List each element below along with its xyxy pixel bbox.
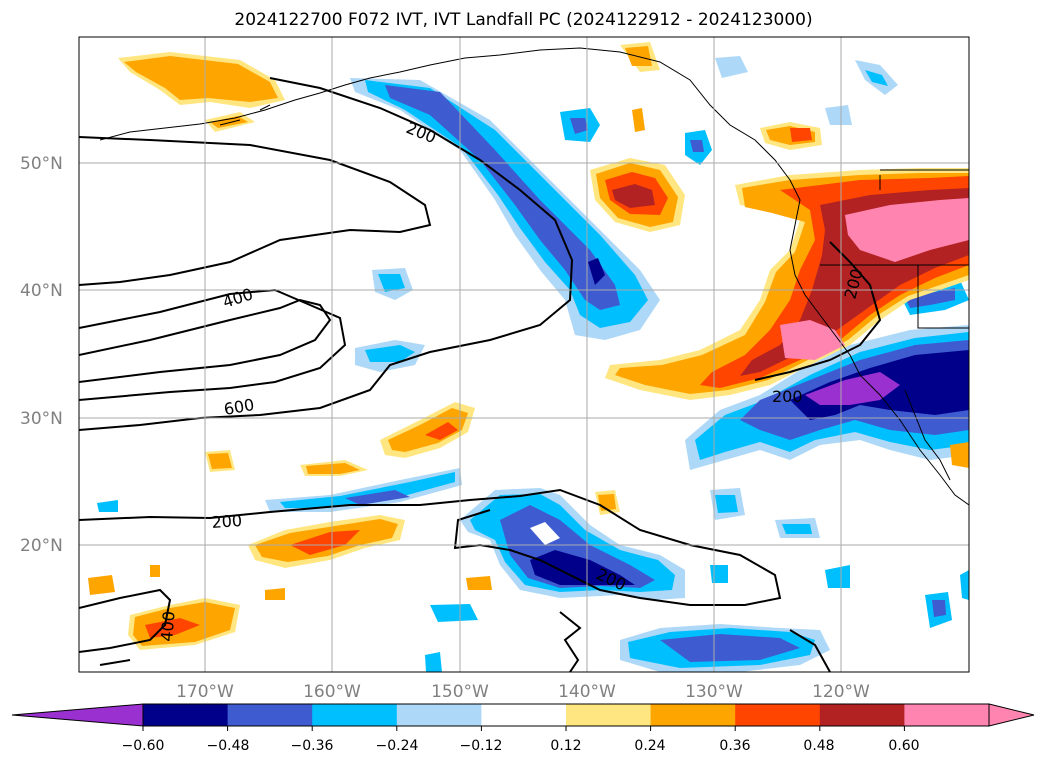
lon-label: 160°W	[303, 682, 361, 702]
colorbar-segment	[481, 704, 567, 726]
colorbar-tick: −0.60	[122, 738, 165, 754]
lat-label: 50°N	[20, 154, 63, 174]
lat-label: 40°N	[20, 281, 63, 301]
colorbar-tick: −0.48	[207, 738, 250, 754]
colorbar-segment	[735, 704, 821, 726]
colorbar-segment	[143, 704, 229, 726]
colorbar-segment	[566, 704, 652, 726]
map-frame	[78, 36, 970, 673]
lat-label: 30°N	[20, 409, 63, 429]
map-panel: 200 400 600 200 200 200 400 200	[79, 37, 969, 672]
ivt-shading	[88, 42, 969, 672]
colorbar-tick: 0.60	[888, 738, 919, 754]
coastlines	[99, 47, 969, 506]
colorbar	[11, 703, 1035, 731]
contour-label: 400	[157, 610, 179, 642]
colorbar-segment	[312, 704, 398, 726]
colorbar-tick: 0.24	[634, 738, 665, 754]
colorbar-segment	[396, 704, 482, 726]
lon-label: 130°W	[685, 682, 743, 702]
colorbar-tick: −0.12	[460, 738, 503, 754]
colorbar-extend-left	[11, 703, 144, 727]
colorbar-segment	[650, 704, 736, 726]
graticule	[79, 37, 969, 672]
ivt-contours	[79, 77, 882, 672]
contour-label: 200	[211, 511, 243, 532]
lat-label: 20°N	[20, 536, 63, 556]
colorbar-segment	[227, 704, 313, 726]
colorbar-tick: 0.36	[719, 738, 750, 754]
colorbar-ticks: −0.60 −0.48 −0.36 −0.24 −0.12 0.12 0.24 …	[122, 738, 920, 754]
colorbar-segment	[819, 704, 905, 726]
lat-labels: 50°N 40°N 30°N 20°N	[20, 154, 63, 556]
contour-label: 200	[772, 387, 803, 406]
lon-label: 170°W	[176, 682, 234, 702]
lon-label: 150°W	[431, 682, 489, 702]
lon-labels: 170°W 160°W 150°W 140°W 130°W 120°W	[176, 682, 870, 702]
map-title: 2024122700 F072 IVT, IVT Landfall PC (20…	[234, 10, 813, 30]
colorbar-tick: −0.24	[376, 738, 419, 754]
colorbar-tick: 0.48	[803, 738, 834, 754]
lon-label: 120°W	[812, 682, 870, 702]
colorbar-extend-right	[988, 703, 1035, 727]
colorbar-tick: 0.12	[550, 738, 581, 754]
lon-label: 140°W	[558, 682, 616, 702]
colorbar-segment	[904, 704, 990, 726]
colorbar-tick: −0.36	[291, 738, 334, 754]
